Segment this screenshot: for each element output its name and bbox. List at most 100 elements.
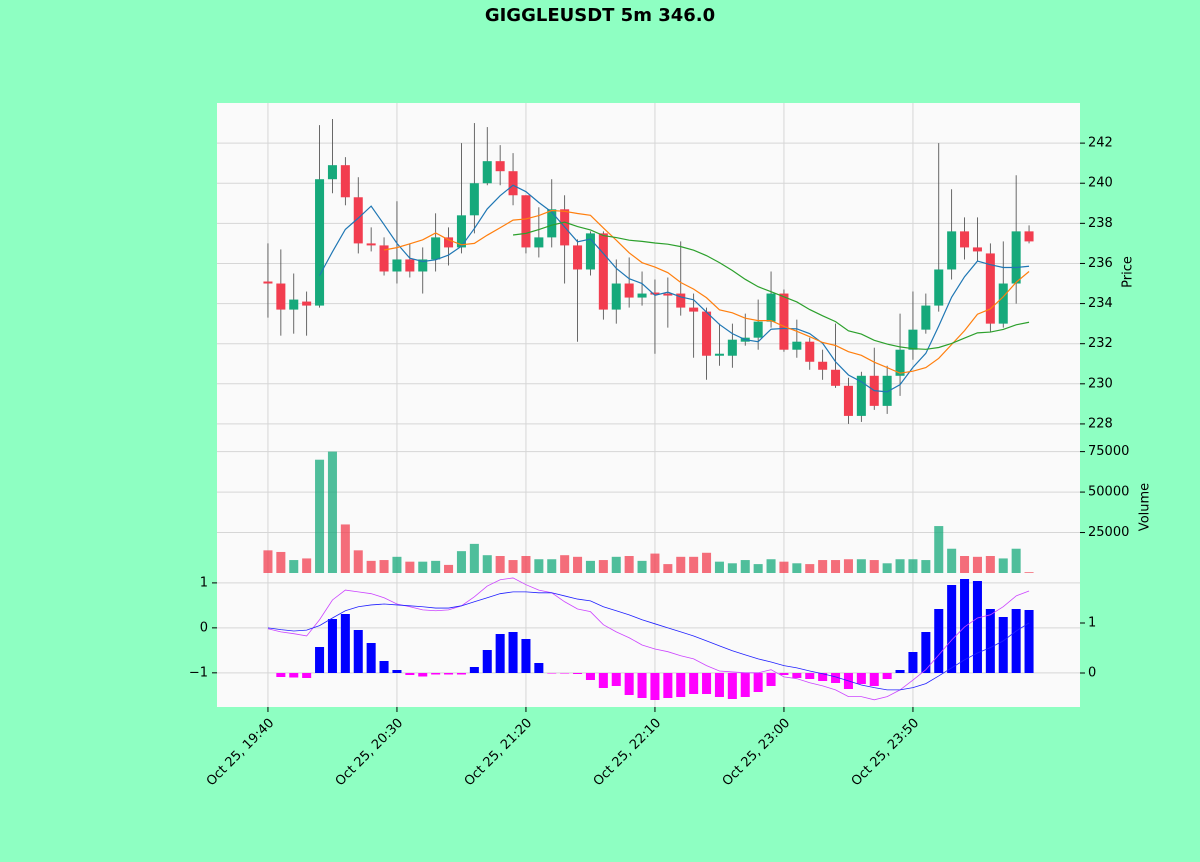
moving-average-line	[512, 221, 1030, 350]
macd-histogram-bar	[856, 673, 866, 684]
macd-histogram-bar	[985, 609, 995, 673]
macd-histogram-bar	[676, 673, 686, 697]
macd-histogram-bar	[714, 673, 724, 697]
moving-average-line	[383, 209, 1030, 374]
candle-body	[972, 247, 982, 252]
volume-bar	[573, 556, 583, 573]
volume-bar	[818, 560, 828, 573]
volume-bar	[302, 558, 312, 573]
volume-bar	[624, 556, 634, 573]
macd-histogram-bar	[482, 650, 492, 673]
x-tick-label: Oct 25, 20:30	[333, 716, 406, 789]
macd-line	[267, 591, 1030, 691]
macd-histogram-bar	[340, 614, 350, 673]
volume-bar	[805, 564, 815, 573]
y-tick-label: 0	[1088, 666, 1096, 681]
volume-bar	[934, 526, 944, 573]
volume-bar	[534, 559, 544, 573]
volume-bar	[547, 559, 557, 573]
macd-histogram-bar	[779, 673, 789, 675]
volume-bar	[585, 560, 595, 573]
candle-body	[1024, 231, 1034, 242]
volume-bar	[663, 564, 673, 573]
macd-histogram-bar	[805, 673, 815, 679]
macd-histogram-bar	[418, 673, 428, 677]
macd-histogram-bar	[650, 673, 660, 700]
y-tick-label: −1	[189, 665, 208, 680]
candle-body	[392, 259, 402, 272]
candle-body	[818, 361, 828, 370]
candle-body	[353, 197, 363, 244]
macd-histogram-bar	[998, 617, 1008, 673]
candle-body	[263, 281, 273, 284]
volume-bar	[392, 556, 402, 573]
volume-bar	[921, 560, 931, 573]
volume-bar	[895, 559, 905, 573]
macd-histogram-bar	[753, 673, 763, 692]
macd-histogram-bar	[689, 673, 699, 694]
macd-histogram-bar	[573, 673, 583, 674]
macd-histogram-bar	[469, 667, 479, 673]
y-tick-label: 1	[200, 575, 208, 590]
macd-histogram-bar	[521, 639, 531, 673]
volume-bar	[508, 560, 518, 573]
candle-body	[598, 233, 608, 310]
candle-body	[779, 293, 789, 350]
candle-body	[960, 231, 970, 248]
chart-title: GIGGLEUSDT 5m 346.0	[485, 5, 715, 26]
volume-bar	[456, 551, 466, 573]
candle-body	[276, 283, 286, 310]
macd-histogram-bar	[508, 632, 518, 673]
candle-body	[611, 283, 621, 310]
macd-histogram-bar	[456, 673, 466, 675]
candle-body	[508, 171, 518, 196]
candle-body	[444, 237, 454, 248]
volume-bar	[689, 556, 699, 573]
candle-body	[998, 283, 1008, 324]
macd-histogram-bar	[882, 673, 892, 679]
candle-body	[521, 195, 531, 248]
candle-body	[921, 305, 931, 330]
macd-histogram-bar	[366, 643, 376, 673]
macd-histogram-bar	[405, 673, 415, 675]
y-tick-label: 234	[1088, 296, 1113, 311]
candle-body	[379, 245, 389, 272]
candle-body	[882, 375, 892, 406]
candle-body	[663, 293, 673, 296]
volume-bar	[766, 559, 776, 573]
y-tick-label: 232	[1088, 336, 1113, 351]
candle-body	[689, 307, 699, 312]
macd-histogram-bar	[379, 661, 389, 673]
macd-line	[267, 577, 1030, 701]
price-axis-label: Price	[1121, 256, 1136, 288]
candle-body	[534, 237, 544, 248]
volume-bar	[495, 556, 505, 573]
macd-histogram-bar	[1024, 610, 1034, 673]
candle-body	[727, 339, 737, 356]
macd-histogram-bar	[869, 673, 879, 686]
macd-histogram-bar	[353, 630, 363, 673]
candle-body	[856, 375, 866, 416]
macd-histogram-bar	[702, 673, 712, 694]
x-tick-label: Oct 25, 19:40	[204, 716, 277, 789]
x-tick-label: Oct 25, 23:50	[849, 716, 922, 789]
macd-histogram-bar	[934, 609, 944, 673]
volume-bar	[611, 556, 621, 573]
volume-bar	[676, 556, 686, 573]
volume-bar	[843, 559, 853, 573]
moving-average-line	[319, 184, 1030, 393]
macd-histogram-bar	[495, 634, 505, 673]
candle-body	[702, 311, 712, 356]
candle-body	[302, 301, 312, 306]
macd-histogram-bar	[740, 673, 750, 697]
candle-body	[766, 293, 776, 322]
macd-histogram-bar	[831, 673, 841, 683]
macd-histogram-bar	[560, 673, 570, 674]
volume-bar	[521, 556, 531, 573]
macd-histogram-bar	[818, 673, 828, 681]
candle-body	[934, 269, 944, 306]
candle-body	[805, 341, 815, 362]
candle-body	[753, 321, 763, 338]
volume-bar	[856, 559, 866, 573]
macd-histogram-bar	[585, 673, 595, 680]
